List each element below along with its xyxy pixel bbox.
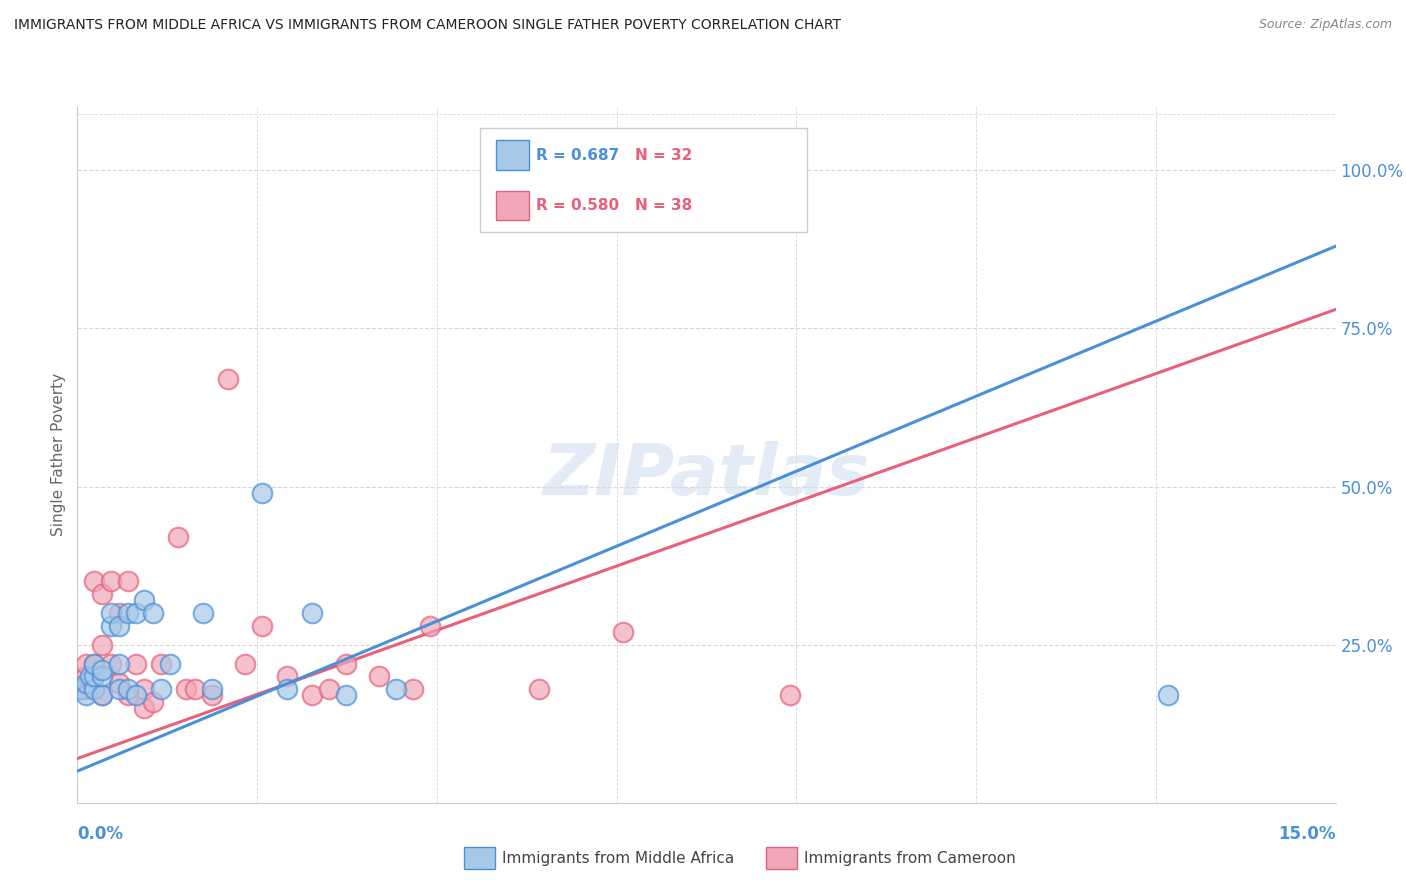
Point (75, 669, 97, 683)
Point (368, 669, 391, 683)
Text: Immigrants from Cameroon: Immigrants from Cameroon (804, 851, 1017, 865)
Point (83, 574, 105, 589)
Point (91, 587, 114, 601)
Point (100, 618, 122, 632)
Point (79, 669, 101, 683)
Point (612, 625, 634, 640)
Point (83, 657, 105, 671)
Point (217, 372, 239, 386)
Point (108, 618, 131, 632)
Text: 15.0%: 15.0% (1278, 825, 1336, 843)
Point (150, 681, 173, 696)
Point (125, 688, 148, 702)
Point (75, 675, 97, 690)
Point (117, 688, 139, 702)
Point (167, 530, 190, 544)
Point (108, 675, 131, 690)
Point (75, 657, 97, 671)
Point (276, 681, 298, 696)
Text: IMMIGRANTS FROM MIDDLE AFRICA VS IMMIGRANTS FROM CAMEROON SINGLE FATHER POVERTY : IMMIGRANTS FROM MIDDLE AFRICA VS IMMIGRA… (14, 18, 841, 32)
Point (75, 688, 97, 702)
Point (301, 606, 323, 620)
Point (1157, 688, 1180, 702)
Point (108, 681, 131, 696)
Point (108, 606, 131, 620)
Point (276, 669, 298, 683)
Point (125, 657, 148, 671)
Point (91, 669, 114, 683)
Point (527, 681, 550, 696)
Point (233, 657, 256, 671)
Point (318, 681, 340, 696)
Text: ZIPatlas: ZIPatlas (543, 442, 870, 510)
Point (250, 486, 273, 500)
Point (91, 663, 114, 677)
Point (419, 618, 441, 632)
Point (91, 688, 114, 702)
Text: N = 38: N = 38 (634, 198, 692, 212)
Point (134, 593, 156, 607)
Text: N = 32: N = 32 (634, 147, 692, 162)
Text: 0.0%: 0.0% (77, 825, 124, 843)
Point (117, 681, 139, 696)
Point (83, 657, 105, 671)
Point (125, 606, 148, 620)
Point (100, 657, 122, 671)
Point (385, 681, 408, 696)
Point (70, 681, 93, 696)
Text: Source: ZipAtlas.com: Source: ZipAtlas.com (1258, 18, 1392, 31)
Point (176, 681, 198, 696)
Point (301, 688, 323, 702)
Point (117, 606, 139, 620)
Point (83, 681, 105, 696)
Point (402, 681, 425, 696)
Point (184, 681, 207, 696)
Point (91, 638, 114, 652)
Y-axis label: Single Father Poverty: Single Father Poverty (51, 374, 66, 536)
Point (200, 688, 222, 702)
Text: R = 0.687: R = 0.687 (536, 147, 620, 162)
Point (134, 681, 156, 696)
Point (159, 657, 181, 671)
Point (142, 606, 165, 620)
Point (134, 701, 156, 715)
Point (117, 574, 139, 589)
Point (79, 681, 101, 696)
Point (70, 681, 93, 696)
Point (100, 606, 122, 620)
Point (91, 688, 114, 702)
Text: Immigrants from Middle Africa: Immigrants from Middle Africa (502, 851, 734, 865)
Point (150, 657, 173, 671)
Point (779, 688, 801, 702)
Point (335, 657, 357, 671)
Point (200, 681, 222, 696)
Text: R = 0.580: R = 0.580 (536, 198, 619, 212)
Point (191, 606, 215, 620)
Point (108, 657, 131, 671)
Point (485, 163, 508, 178)
Point (100, 574, 122, 589)
Point (612, 157, 634, 171)
Point (142, 695, 165, 709)
Point (250, 618, 273, 632)
Point (83, 669, 105, 683)
Point (335, 688, 357, 702)
